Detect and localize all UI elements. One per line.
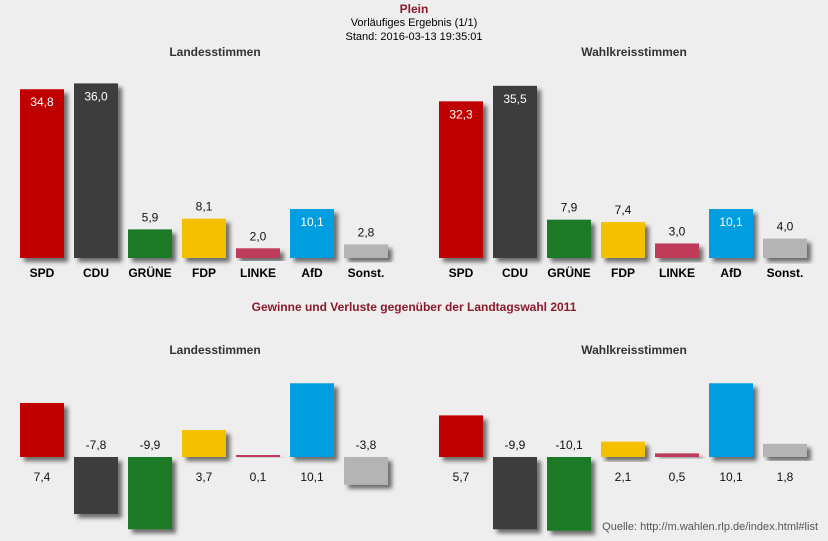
chart-panel: Wahlkreisstimmen 32,3 SPD 35,5 CDU 7,9 GRÜNE 7,… <box>439 45 807 280</box>
data-label: -7,8 <box>86 438 107 452</box>
party-label: LINKE <box>240 266 276 280</box>
bar-grne <box>128 229 172 258</box>
bar-spd <box>20 89 64 258</box>
data-label: 1,8 <box>777 470 794 484</box>
party-label: SPD <box>449 266 474 280</box>
party-label: Sonst. <box>348 266 385 280</box>
changes-heading: Gewinne und Verluste gegenüber der Landt… <box>251 300 577 314</box>
bar-linke <box>236 248 280 258</box>
bar-linke <box>236 455 280 457</box>
data-label: -10,1 <box>555 438 583 452</box>
party-label: CDU <box>83 266 109 280</box>
bar-spd <box>439 101 483 258</box>
bar-sonst <box>344 457 388 485</box>
bar-cdu <box>493 85 537 258</box>
data-label: 0,5 <box>669 470 686 484</box>
bar-grne <box>547 219 591 258</box>
bar-cdu <box>74 457 118 514</box>
bar-spd <box>439 415 483 457</box>
source-note: Quelle: http://m.wahlen.rlp.de/index.htm… <box>602 521 818 533</box>
bar-cdu <box>493 457 537 530</box>
data-label: 3,7 <box>196 470 213 484</box>
party-label: SPD <box>30 266 55 280</box>
data-label: 0,1 <box>250 470 267 484</box>
bar-grne <box>547 457 591 531</box>
chart-panel: Landesstimmen 7,4 -7,8 -9,9 3,7 0,1 10,1 -3,8 <box>20 343 388 530</box>
party-label: FDP <box>611 266 635 280</box>
data-label: 7,4 <box>615 203 632 217</box>
party-label: GRÜNE <box>128 265 171 280</box>
party-label: GRÜNE <box>547 265 590 280</box>
data-label: 35,5 <box>503 92 527 106</box>
data-label: 7,9 <box>561 201 578 215</box>
data-label: 2,8 <box>358 225 375 239</box>
bar-afd <box>709 209 753 258</box>
bar-afd <box>290 209 334 258</box>
data-label: -9,9 <box>140 438 161 452</box>
data-label: 10,1 <box>300 215 324 229</box>
data-label: 2,1 <box>615 470 632 484</box>
party-label: FDP <box>192 266 216 280</box>
data-label: 10,1 <box>300 470 324 484</box>
data-label: 10,1 <box>719 215 743 229</box>
chart-title: Landesstimmen <box>169 343 260 357</box>
data-label: 10,1 <box>719 470 743 484</box>
chart-panel: Landesstimmen 34,8 SPD 36,0 CDU 5,9 GRÜNE 8,1 FD… <box>20 45 388 280</box>
chart-title: Landesstimmen <box>169 45 260 59</box>
data-label: 3,0 <box>669 224 686 238</box>
party-label: Sonst. <box>767 266 804 280</box>
bar-fdp <box>182 429 226 457</box>
chart-title: Wahlkreisstimmen <box>581 343 687 357</box>
result-status: Vorläufiges Ergebnis (1/1) <box>350 17 478 29</box>
bar-linke <box>655 243 699 258</box>
bar-sonst <box>763 443 807 457</box>
data-label: -3,8 <box>356 438 377 452</box>
party-label: AfD <box>301 266 323 280</box>
data-label: 5,9 <box>142 210 159 224</box>
bar-cdu <box>74 83 118 259</box>
bar-fdp <box>182 218 226 258</box>
bar-fdp <box>601 441 645 457</box>
data-label: 32,3 <box>449 107 473 121</box>
data-label: 5,7 <box>453 470 470 484</box>
bar-afd <box>290 383 334 457</box>
data-label: 34,8 <box>30 95 54 109</box>
bar-fdp <box>601 222 645 258</box>
chart-panel: Wahlkreisstimmen 5,7 -9,9 -10,1 2,1 0,5 10,1 1,… <box>439 343 807 531</box>
bar-spd <box>20 402 64 457</box>
party-label: LINKE <box>659 266 695 280</box>
data-label: 36,0 <box>84 89 108 103</box>
party-label: CDU <box>502 266 528 280</box>
data-label: 4,0 <box>777 220 794 234</box>
page-title: Plein <box>399 2 429 16</box>
bar-sonst <box>344 244 388 258</box>
data-label: -9,9 <box>505 438 526 452</box>
bar-grne <box>128 457 172 530</box>
data-label: 8,1 <box>196 200 213 214</box>
chart-title: Wahlkreisstimmen <box>581 45 687 59</box>
bar-afd <box>709 383 753 457</box>
data-label: 7,4 <box>34 470 51 484</box>
bar-linke <box>655 453 699 457</box>
data-label: 2,0 <box>250 229 267 243</box>
party-label: AfD <box>720 266 742 280</box>
bar-sonst <box>763 238 807 258</box>
timestamp: Stand: 2016-03-13 19:35:01 <box>345 31 483 43</box>
